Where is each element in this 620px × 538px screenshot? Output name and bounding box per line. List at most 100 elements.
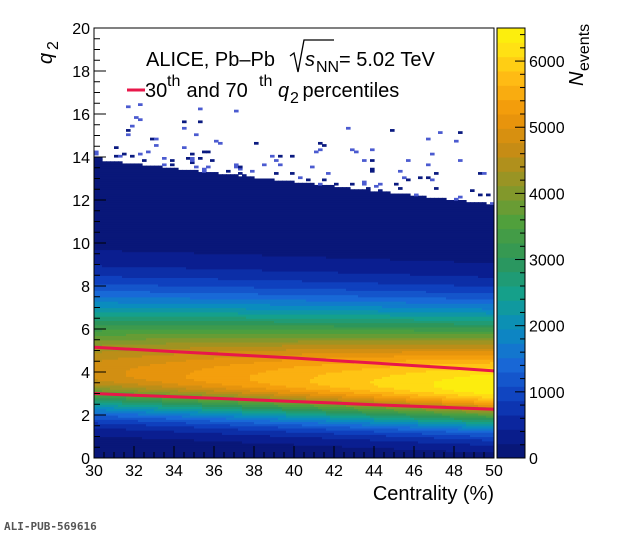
heatmap-cell [178,245,183,248]
heatmap-cell [206,427,211,431]
heatmap-cell [170,440,175,444]
heatmap-cell [142,408,147,412]
heatmap-cell [234,212,239,216]
heatmap-cell [154,331,159,334]
heatmap-cell [98,427,103,431]
heatmap-cell [162,361,167,364]
heatmap-cell [198,270,203,274]
heatmap-cell [130,262,135,266]
heatmap-cell [234,417,239,420]
heatmap-cell [210,236,215,240]
heatmap-cell [122,283,127,287]
heatmap-cell [170,419,175,423]
heatmap-cell [158,391,163,395]
heatmap-cell [166,255,171,259]
heatmap-cell [134,266,139,270]
heatmap-cell [142,180,147,184]
heatmap-cell [194,260,199,263]
heatmap-cell [118,350,123,354]
heatmap-cell [98,204,103,208]
heatmap-cell [234,348,239,352]
heatmap-cell [230,440,235,444]
heatmap-cell [130,369,135,373]
heatmap-cell [134,264,139,268]
heatmap-cell [102,417,107,420]
heatmap-cell [170,318,175,321]
heatmap-cell [142,159,147,162]
heatmap-cell [154,182,159,186]
heatmap-cell [238,292,243,296]
heatmap-cell [114,253,119,257]
heatmap-cell [118,273,123,276]
heatmap-cell [190,335,195,339]
heatmap-cell [122,313,127,317]
heatmap-cell [174,258,179,261]
heatmap-cell [174,380,179,384]
heatmap-cell [218,449,223,453]
heatmap-cell [198,356,203,360]
heatmap-cell [138,313,143,317]
heatmap-cell [106,408,111,412]
heatmap-cell [102,335,107,339]
heatmap-cell [234,350,239,354]
heatmap-cell [206,326,211,330]
heatmap-cell [162,260,167,263]
heatmap-cell [170,333,175,337]
heatmap-cell [114,154,119,158]
heatmap-cell [206,320,211,324]
heatmap-cell [238,339,243,343]
heatmap-cell [190,425,195,429]
heatmap-cell [218,346,223,349]
heatmap-cell [130,423,135,427]
heatmap-cell [154,215,159,218]
heatmap-cell [170,326,175,330]
heatmap-cell [222,270,227,274]
heatmap-cell [118,283,123,287]
heatmap-cell [138,219,143,223]
heatmap-cell [154,251,159,255]
heatmap-cell [226,215,231,218]
heatmap-cell [110,187,115,190]
heatmap-cell [122,279,127,283]
heatmap-cell [94,430,99,433]
heatmap-cell [234,275,239,278]
heatmap-cell [158,230,163,233]
heatmap-cell [102,176,107,180]
heatmap-cell [130,219,135,223]
heatmap-cell [214,189,219,192]
heatmap-cell [186,240,191,244]
heatmap-cell [122,397,127,401]
heatmap-cell [142,238,147,242]
heatmap-cell [142,221,147,225]
heatmap-cell [110,391,115,395]
heatmap-cell [194,178,199,182]
heatmap-cell [206,288,211,291]
heatmap-cell [98,380,103,384]
heatmap-cell [214,234,219,238]
heatmap-cell [194,412,199,416]
heatmap-cell [170,264,175,268]
heatmap-cell [162,157,167,160]
heatmap-cell [134,378,139,382]
heatmap-cell [110,174,115,177]
heatmap-cell [238,445,243,448]
heatmap-cell [94,335,99,339]
heatmap-cell [166,273,171,276]
heatmap-cell [98,372,103,375]
heatmap-cell [178,367,183,371]
heatmap-cell [198,393,203,397]
heatmap-cell [134,382,139,386]
heatmap-cell [94,245,99,248]
heatmap-cell [154,320,159,324]
heatmap-cell [226,221,231,225]
heatmap-cell [182,384,187,388]
heatmap-cell [130,167,135,171]
heatmap-cell [134,245,139,248]
heatmap-cell [142,191,147,195]
heatmap-cell [102,165,107,169]
heatmap-cell [190,210,195,214]
heatmap-cell [206,442,211,446]
heatmap-cell [170,167,175,171]
heatmap-cell [190,389,195,392]
heatmap-cell [134,258,139,261]
